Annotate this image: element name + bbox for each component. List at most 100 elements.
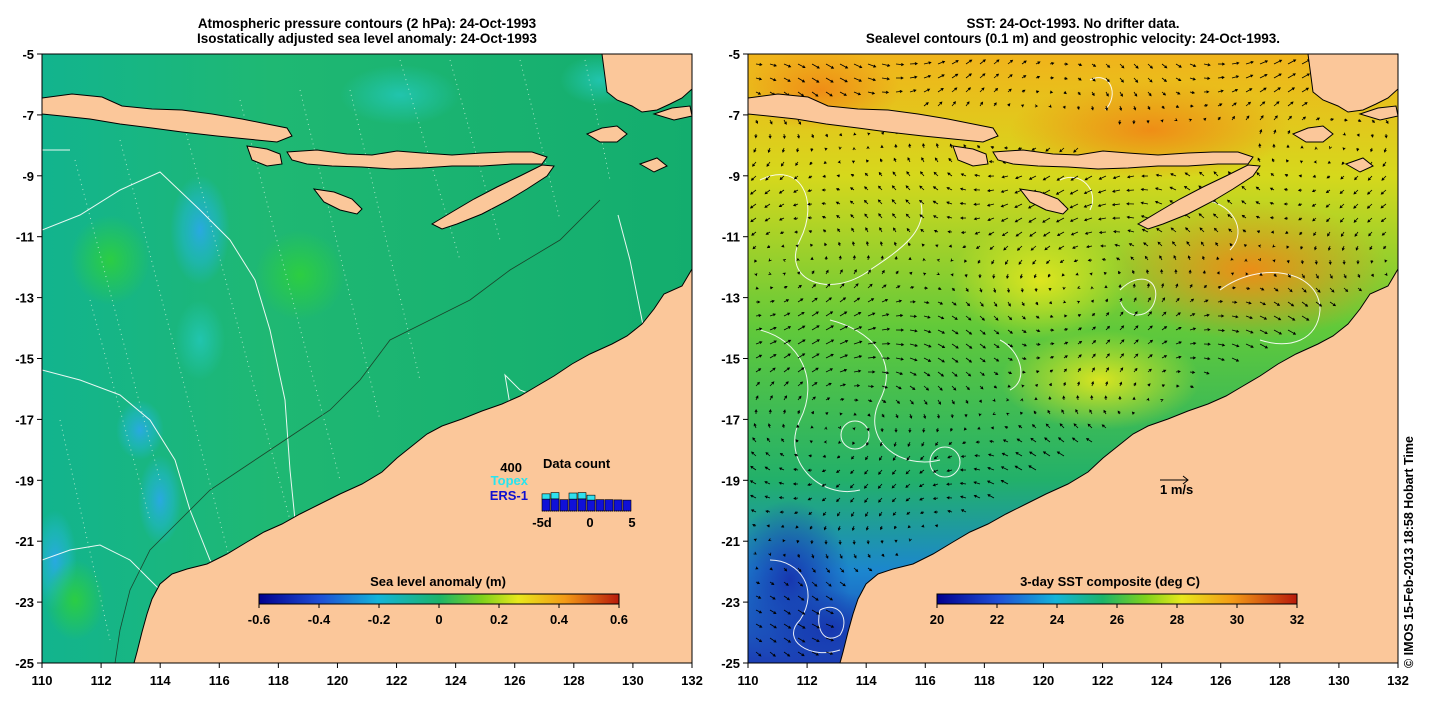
velocity-arrow <box>880 158 883 163</box>
velocity-arrow <box>1062 105 1066 110</box>
velocity-arrow <box>782 409 786 415</box>
velocity-arrow <box>979 287 983 293</box>
velocity-arrow <box>755 62 763 67</box>
velocity-arrow <box>769 609 777 614</box>
velocity-arrow <box>811 567 816 573</box>
velocity-arrow <box>853 283 859 289</box>
velocity-arrow <box>1272 244 1276 248</box>
velocity-arrow <box>1063 91 1067 95</box>
velocity-arrow <box>754 272 758 277</box>
velocity-arrow <box>866 441 869 446</box>
velocity-arrow <box>1188 269 1192 275</box>
velocity-arrow <box>811 410 815 415</box>
velocity-arrow <box>878 497 883 503</box>
y-tick-label: -19 <box>721 473 740 488</box>
velocity-arrow <box>1103 271 1107 275</box>
velocity-arrow <box>1285 159 1289 163</box>
velocity-arrow <box>1156 228 1163 233</box>
velocity-arrow <box>908 242 911 247</box>
velocity-arrow <box>797 623 806 629</box>
velocity-arrow <box>1241 214 1247 219</box>
velocity-arrow <box>839 368 848 373</box>
velocity-arrow <box>1183 186 1191 191</box>
velocity-arrow <box>1269 201 1275 205</box>
velocity-arrow <box>965 301 971 307</box>
velocity-arrow <box>825 581 832 587</box>
y-tick-label: -25 <box>15 656 34 671</box>
left-title-line2: Isostatically adjusted sea level anomaly… <box>197 31 537 46</box>
velocity-arrow <box>1002 439 1009 443</box>
velocity-arrow <box>1311 189 1317 193</box>
velocity-arrow <box>1189 77 1196 81</box>
velocity-arrow <box>1203 328 1211 332</box>
velocity-arrow <box>754 409 758 415</box>
velocity-arrow <box>1383 245 1387 250</box>
velocity-arrow <box>1111 189 1121 193</box>
velocity-arrow <box>754 133 758 139</box>
velocity-arrow <box>1049 62 1055 66</box>
colorbar-tick-label: 0.6 <box>610 612 628 627</box>
velocity-arrow <box>1287 115 1292 121</box>
velocity-arrow <box>796 147 800 153</box>
velocity-arrow <box>796 424 800 429</box>
velocity-arrow <box>1203 313 1210 317</box>
velocity-arrow <box>755 286 759 290</box>
velocity-arrow <box>1084 231 1093 235</box>
topex-label: Topex <box>491 473 529 488</box>
velocity-arrow <box>1257 157 1261 163</box>
velocity-arrow <box>1160 119 1164 123</box>
velocity-arrow <box>1189 313 1196 317</box>
copyright-notice: © IMOS 15-Feb-2013 18:58 Hobart Time <box>1402 436 1416 668</box>
velocity-arrow <box>1001 452 1009 457</box>
x-tick-label: 110 <box>32 673 53 688</box>
velocity-arrow <box>907 525 911 529</box>
velocity-arrow <box>1202 255 1206 261</box>
velocity-arrow <box>853 269 857 275</box>
velocity-arrow <box>1301 301 1309 307</box>
velocity-arrow <box>1384 133 1388 139</box>
velocity-arrow <box>1271 158 1275 163</box>
velocity-arrow <box>836 174 841 178</box>
velocity-arrow <box>849 483 855 489</box>
velocity-arrows <box>749 59 1389 657</box>
velocity-arrow <box>1217 103 1223 107</box>
velocity-arrow <box>797 409 800 415</box>
velocity-arrow <box>1131 411 1135 415</box>
velocity-arrow <box>881 342 891 346</box>
velocity-arrow <box>1157 241 1163 247</box>
velocity-arrow <box>993 315 999 321</box>
velocity-arrow <box>866 539 870 545</box>
velocity-arrow <box>764 217 771 222</box>
velocity-arrow <box>1301 73 1310 79</box>
velocity-arrow <box>990 146 995 149</box>
velocity-arrow <box>923 102 929 107</box>
velocity-arrow <box>1367 189 1373 195</box>
velocity-arrow <box>1104 395 1108 401</box>
velocity-arrow <box>779 175 785 181</box>
velocity-arrow <box>755 119 759 124</box>
velocity-arrow <box>918 483 925 487</box>
velocity-arrow <box>964 413 968 418</box>
velocity-arrow <box>919 469 925 474</box>
velocity-arrow <box>825 623 835 628</box>
velocity-arrow <box>1007 315 1013 321</box>
velocity-arrow <box>1030 245 1037 251</box>
velocity-arrow <box>795 161 799 166</box>
velocity-arrow <box>1057 437 1065 443</box>
velocity-arrow <box>973 481 981 485</box>
velocity-arrow <box>1100 244 1107 248</box>
velocity-arrow <box>895 299 903 303</box>
velocity-arrow <box>993 371 999 375</box>
velocity-arrow <box>1270 230 1275 234</box>
velocity-arrow <box>810 147 814 152</box>
velocity-arrow <box>796 539 800 544</box>
velocity-arrow <box>909 385 916 391</box>
velocity-arrow <box>794 230 799 234</box>
velocity-arrow <box>1212 213 1219 219</box>
velocity-arrow <box>853 553 857 559</box>
velocity-arrow <box>781 147 785 153</box>
velocity-arrow <box>1133 297 1137 303</box>
velocity-arrow <box>797 298 804 303</box>
velocity-arrow <box>1184 172 1191 177</box>
velocity-arrow <box>1087 423 1093 429</box>
